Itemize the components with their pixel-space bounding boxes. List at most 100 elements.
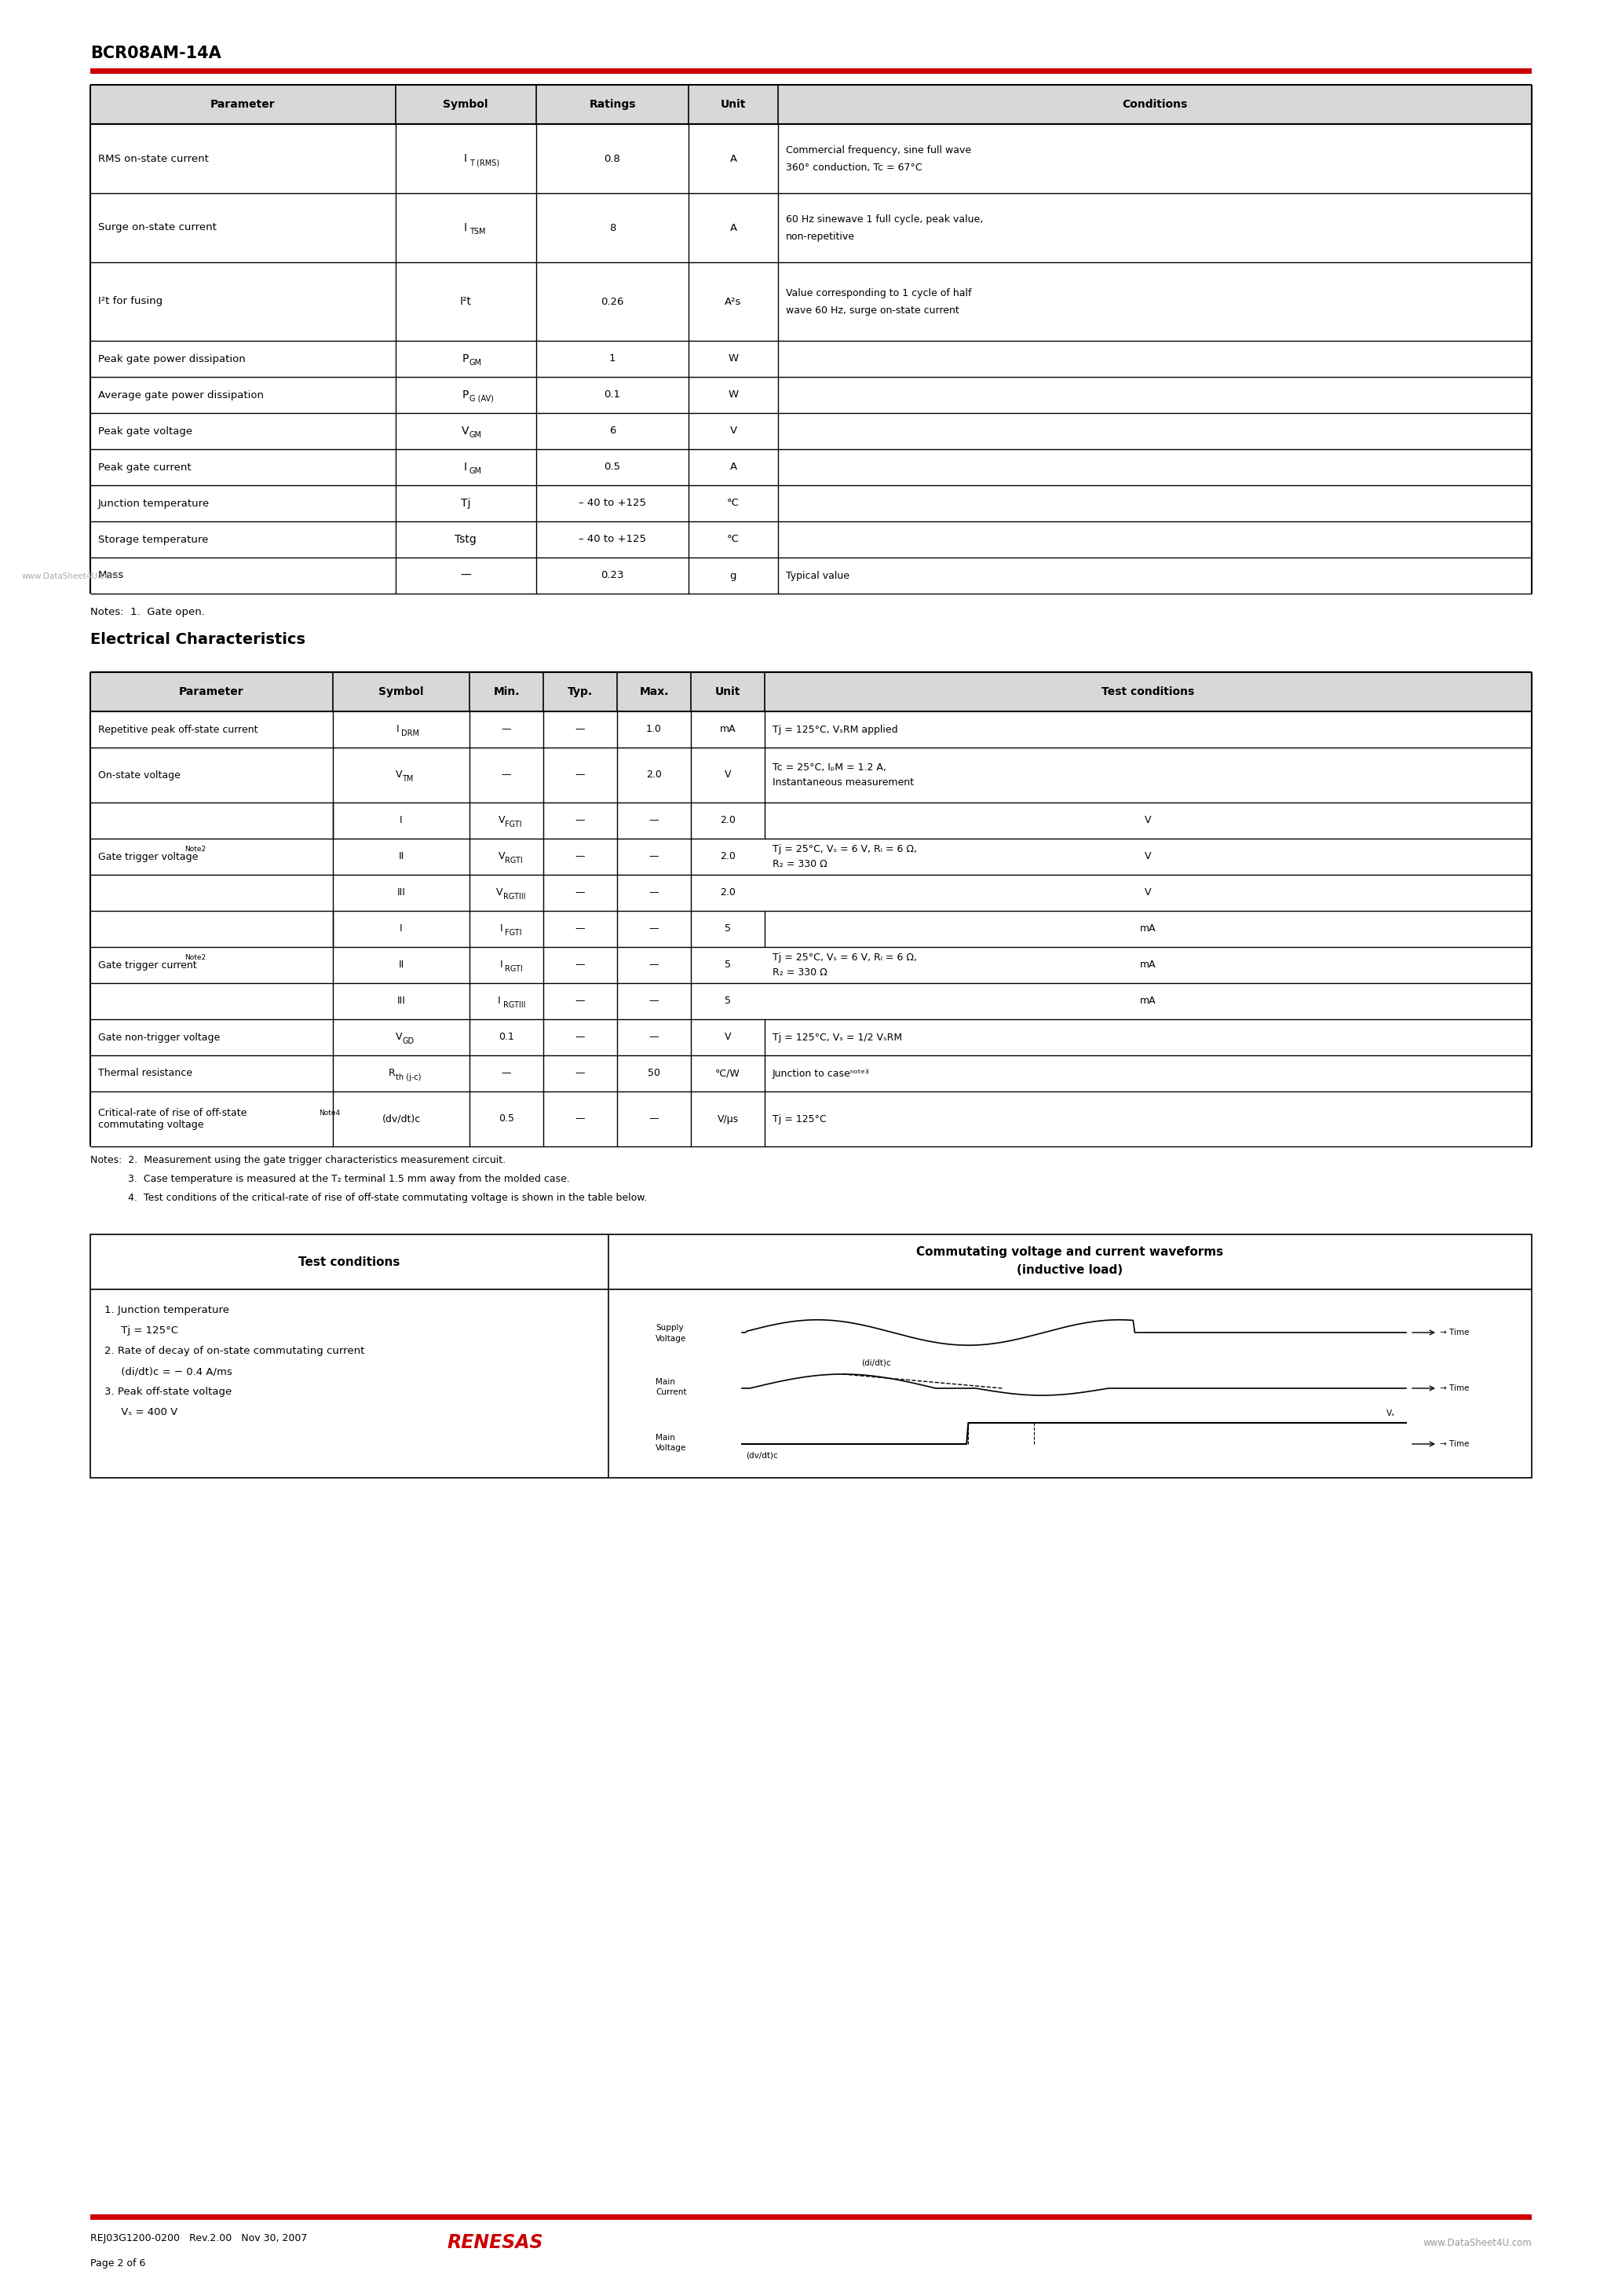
Text: R₂ = 330 Ω: R₂ = 330 Ω bbox=[772, 859, 827, 870]
Text: GM: GM bbox=[469, 466, 482, 475]
Text: 2.0: 2.0 bbox=[720, 815, 736, 827]
Bar bbox=[608, 1235, 1531, 1290]
Text: RGTI: RGTI bbox=[504, 964, 522, 974]
Text: mA: mA bbox=[720, 723, 736, 735]
Text: I: I bbox=[464, 223, 467, 234]
Text: (dv/dt)c: (dv/dt)c bbox=[381, 1114, 420, 1125]
Text: Surge on-state current: Surge on-state current bbox=[99, 223, 217, 232]
Text: Voltage: Voltage bbox=[655, 1334, 686, 1343]
Text: 0.1: 0.1 bbox=[498, 1033, 514, 1042]
Text: Tj = 125°C, Vₛ = 1/2 VₛRM: Tj = 125°C, Vₛ = 1/2 VₛRM bbox=[772, 1033, 902, 1042]
Text: FGTI: FGTI bbox=[504, 930, 522, 937]
Text: Tj = 125°C: Tj = 125°C bbox=[104, 1325, 178, 1336]
Text: W: W bbox=[728, 354, 738, 365]
Text: —: — bbox=[649, 852, 659, 861]
Text: Instantaneous measurement: Instantaneous measurement bbox=[772, 778, 913, 788]
Text: g: g bbox=[730, 569, 736, 581]
Text: On-state voltage: On-state voltage bbox=[99, 769, 180, 781]
Text: Supply: Supply bbox=[655, 1325, 683, 1332]
Text: —: — bbox=[649, 996, 659, 1006]
Text: 5: 5 bbox=[725, 996, 732, 1006]
Text: 3.  Case temperature is measured at the T₂ terminal 1.5 mm away from the molded : 3. Case temperature is measured at the T… bbox=[91, 1173, 569, 1185]
Text: 4.  Test conditions of the critical-rate of rise of off-state commutating voltag: 4. Test conditions of the critical-rate … bbox=[91, 1194, 647, 1203]
Bar bbox=[91, 85, 1531, 124]
Text: 0.1: 0.1 bbox=[603, 390, 621, 400]
Bar bbox=[91, 1235, 1531, 1479]
Text: R₂ = 330 Ω: R₂ = 330 Ω bbox=[772, 969, 827, 978]
Text: 2.0: 2.0 bbox=[720, 852, 736, 861]
Text: Note2: Note2 bbox=[185, 847, 206, 854]
Text: Peak gate power dissipation: Peak gate power dissipation bbox=[99, 354, 245, 365]
Text: Tj = 25°C, Vₛ = 6 V, Rₗ = 6 Ω,: Tj = 25°C, Vₛ = 6 V, Rₗ = 6 Ω, bbox=[772, 843, 916, 854]
Text: (inductive load): (inductive load) bbox=[1017, 1265, 1122, 1277]
Text: Main: Main bbox=[655, 1378, 675, 1387]
Text: DRM: DRM bbox=[401, 730, 418, 737]
Text: Vₛ: Vₛ bbox=[1387, 1410, 1395, 1417]
Text: RGTI: RGTI bbox=[504, 856, 522, 866]
Text: Junction temperature: Junction temperature bbox=[99, 498, 209, 507]
Text: —: — bbox=[649, 889, 659, 898]
Text: FGTI: FGTI bbox=[504, 820, 522, 829]
Text: Peak gate current: Peak gate current bbox=[99, 461, 191, 473]
Text: V/μs: V/μs bbox=[717, 1114, 738, 1125]
Text: RENESAS: RENESAS bbox=[448, 2234, 543, 2252]
Text: II: II bbox=[399, 960, 404, 971]
Text: W: W bbox=[728, 390, 738, 400]
Text: mA: mA bbox=[1140, 996, 1156, 1006]
Text: Test conditions: Test conditions bbox=[298, 1256, 401, 1267]
Text: —: — bbox=[576, 769, 586, 781]
Text: —: — bbox=[649, 960, 659, 971]
Text: V: V bbox=[1145, 852, 1152, 861]
Text: Thermal resistance: Thermal resistance bbox=[99, 1068, 193, 1079]
Text: Voltage: Voltage bbox=[655, 1444, 686, 1451]
Text: V: V bbox=[725, 769, 732, 781]
Text: III: III bbox=[397, 996, 406, 1006]
Text: II: II bbox=[399, 852, 404, 861]
Text: 5: 5 bbox=[725, 960, 732, 971]
Text: Unit: Unit bbox=[720, 99, 746, 110]
Text: 50: 50 bbox=[647, 1068, 660, 1079]
Text: 3. Peak off-state voltage: 3. Peak off-state voltage bbox=[104, 1387, 232, 1396]
Text: 5: 5 bbox=[725, 923, 732, 934]
Text: V: V bbox=[396, 769, 402, 781]
Text: Symbol: Symbol bbox=[378, 687, 423, 698]
Text: Gate trigger current: Gate trigger current bbox=[99, 960, 196, 971]
Text: Critical-rate of rise of off-state
commutating voltage: Critical-rate of rise of off-state commu… bbox=[99, 1109, 247, 1130]
Text: —: — bbox=[576, 889, 586, 898]
Text: Main: Main bbox=[655, 1433, 675, 1442]
Text: → Time: → Time bbox=[1440, 1440, 1470, 1449]
Text: Test conditions: Test conditions bbox=[1101, 687, 1194, 698]
Text: °C: °C bbox=[727, 535, 740, 544]
Text: Tc = 25°C, IₚM = 1.2 A,: Tc = 25°C, IₚM = 1.2 A, bbox=[772, 762, 886, 771]
Text: Electrical Characteristics: Electrical Characteristics bbox=[91, 631, 305, 647]
Text: Max.: Max. bbox=[639, 687, 668, 698]
Text: 2.0: 2.0 bbox=[646, 769, 662, 781]
Text: TSM: TSM bbox=[469, 227, 485, 236]
Text: —: — bbox=[501, 723, 511, 735]
Text: I: I bbox=[500, 923, 503, 934]
Text: 0.23: 0.23 bbox=[600, 569, 624, 581]
Text: —: — bbox=[576, 1114, 586, 1125]
Text: → Time: → Time bbox=[1440, 1329, 1470, 1336]
Text: Gate non-trigger voltage: Gate non-trigger voltage bbox=[99, 1033, 221, 1042]
Text: —: — bbox=[576, 852, 586, 861]
Text: G (AV): G (AV) bbox=[469, 395, 493, 402]
Text: mA: mA bbox=[1140, 923, 1156, 934]
Text: non-repetitive: non-repetitive bbox=[787, 232, 855, 241]
Text: GM: GM bbox=[469, 432, 482, 439]
Text: I: I bbox=[396, 723, 399, 735]
Text: Tstg: Tstg bbox=[454, 535, 477, 544]
Text: 0.5: 0.5 bbox=[603, 461, 621, 473]
Text: Peak gate voltage: Peak gate voltage bbox=[99, 427, 193, 436]
Text: www.DataSheet4U.com: www.DataSheet4U.com bbox=[1422, 2239, 1531, 2248]
Text: V: V bbox=[725, 1033, 732, 1042]
Text: GD: GD bbox=[402, 1038, 414, 1045]
Text: Conditions: Conditions bbox=[1122, 99, 1187, 110]
Text: T (RMS): T (RMS) bbox=[469, 158, 500, 168]
Text: P: P bbox=[462, 390, 469, 400]
Text: Tj = 125°C, VₛRM applied: Tj = 125°C, VₛRM applied bbox=[772, 723, 899, 735]
Text: V: V bbox=[1145, 815, 1152, 827]
Text: wave 60 Hz, surge on-state current: wave 60 Hz, surge on-state current bbox=[787, 305, 959, 315]
Text: I: I bbox=[464, 461, 467, 473]
Text: 1: 1 bbox=[608, 354, 616, 365]
